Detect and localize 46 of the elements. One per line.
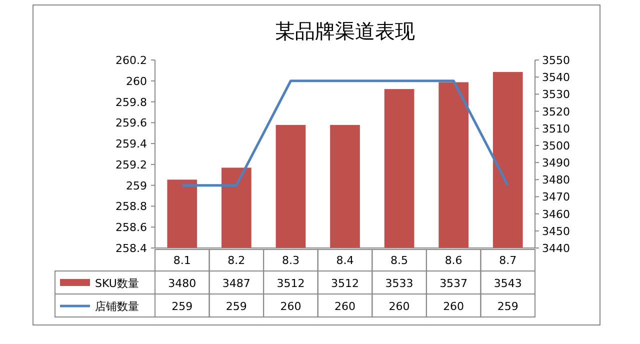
y-tick-label: 258.4 xyxy=(116,242,147,255)
y2-tick-label: 3550 xyxy=(542,54,570,67)
data-label: 260 xyxy=(334,300,356,313)
y2-tick-label: 3440 xyxy=(542,242,570,255)
data-label: 3487 xyxy=(222,277,250,290)
y2-tick-label: 3530 xyxy=(542,88,570,102)
y2-tick-label: 3490 xyxy=(542,156,570,170)
x-tick-label: 8.6 xyxy=(444,254,462,267)
data-label: 3480 xyxy=(168,277,196,290)
data-label: 3512 xyxy=(276,277,305,290)
y-tick-label: 258.8 xyxy=(116,200,147,214)
y-tick-label: 260.2 xyxy=(116,54,147,67)
y2-tick-label: 3450 xyxy=(542,224,570,238)
data-label: 260 xyxy=(388,300,410,313)
data-label: 3533 xyxy=(385,277,414,290)
y2-tick-label: 3510 xyxy=(542,122,570,136)
y-tick-label: 259 xyxy=(126,179,147,192)
data-label: 3543 xyxy=(494,277,522,290)
x-tick-label: 8.2 xyxy=(228,254,246,267)
data-label: 260 xyxy=(280,300,302,313)
x-tick-label: 8.4 xyxy=(336,254,354,267)
y2-tick-label: 3460 xyxy=(542,208,570,221)
y2-tick-label: 3480 xyxy=(542,174,570,187)
legend-label: 店铺数量 xyxy=(95,300,139,313)
data-label: 259 xyxy=(226,300,247,313)
y2-tick-label: 3470 xyxy=(542,190,570,204)
data-label: 3537 xyxy=(440,277,468,290)
y-tick-label: 258.6 xyxy=(116,221,147,234)
y-tick-label: 259.6 xyxy=(116,116,147,130)
x-tick-label: 8.5 xyxy=(390,254,408,267)
y2-tick-label: 3540 xyxy=(542,71,570,84)
x-tick-label: 8.7 xyxy=(499,254,517,267)
y-tick-label: 259.8 xyxy=(116,96,147,109)
y-tick-label: 259.2 xyxy=(116,158,147,172)
y-tick-label: 259.4 xyxy=(116,138,147,151)
x-tick-label: 8.3 xyxy=(282,254,300,267)
legend-label: SKU数量 xyxy=(95,277,139,290)
y-tick-label: 260 xyxy=(126,74,147,88)
data-label: 259 xyxy=(497,300,518,313)
data-label: 3512 xyxy=(331,277,359,290)
y2-tick-label: 3500 xyxy=(542,139,570,152)
chart-title: 某品牌渠道表现 xyxy=(275,19,415,43)
data-label: 259 xyxy=(172,300,193,313)
y2-tick-label: 3520 xyxy=(542,105,570,118)
x-tick-label: 8.1 xyxy=(173,254,191,267)
data-label: 260 xyxy=(443,300,464,313)
